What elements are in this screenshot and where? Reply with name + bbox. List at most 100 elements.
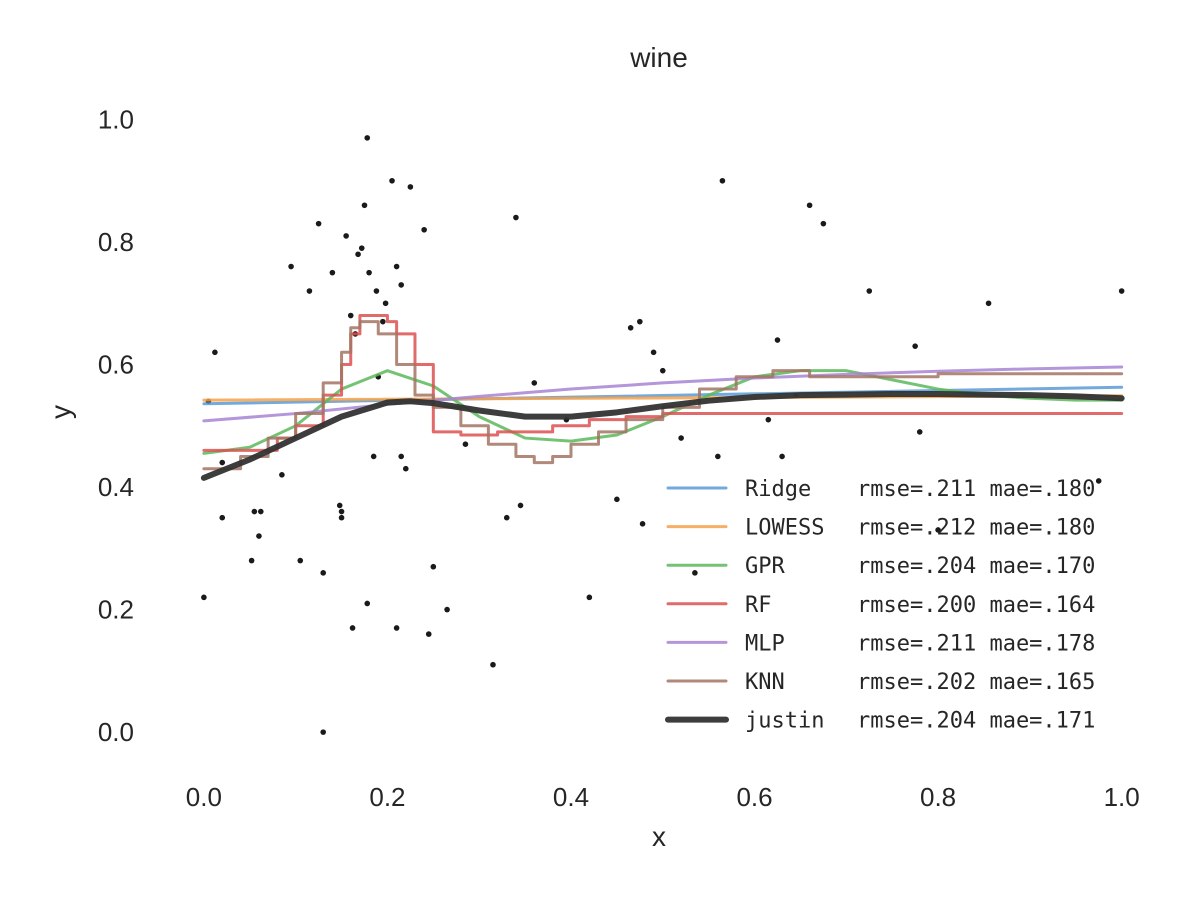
data-point bbox=[985, 300, 992, 307]
data-point bbox=[212, 349, 218, 356]
data-point bbox=[1118, 288, 1125, 294]
chart-title: wine bbox=[629, 42, 688, 73]
legend-metrics: rmse=.204 mae=.171 bbox=[857, 709, 1095, 734]
data-point bbox=[288, 263, 294, 270]
x-axis-label: x bbox=[652, 821, 666, 852]
data-point bbox=[393, 625, 400, 631]
data-point bbox=[279, 472, 285, 478]
legend-label-gpr: GPR rmse=.204 mae=.170 bbox=[745, 554, 1095, 579]
y-tick-label: 0.0 bbox=[98, 717, 134, 747]
data-point bbox=[627, 324, 634, 331]
legend-series-name: RF bbox=[745, 593, 772, 618]
data-point bbox=[370, 453, 377, 460]
data-point bbox=[320, 729, 326, 735]
data-point bbox=[806, 202, 813, 209]
series-line-justin bbox=[200, 390, 1125, 481]
series-line-rf bbox=[202, 314, 1124, 452]
series-line-ridge bbox=[202, 385, 1124, 406]
x-tick-label: 0.8 bbox=[920, 782, 956, 812]
series-line-mlp bbox=[202, 365, 1124, 423]
data-point bbox=[358, 245, 365, 251]
data-point bbox=[462, 441, 469, 447]
legend-metrics: rmse=.204 mae=.170 bbox=[857, 554, 1095, 579]
legend-metrics: rmse=.211 mae=.180 bbox=[857, 477, 1095, 502]
legend-series-name: Ridge bbox=[745, 477, 811, 502]
y-tick-label: 0.8 bbox=[98, 227, 134, 257]
data-point bbox=[251, 508, 258, 515]
y-tick-label: 0.2 bbox=[98, 595, 134, 625]
data-point bbox=[338, 508, 345, 515]
data-point bbox=[650, 349, 657, 356]
data-point bbox=[866, 288, 873, 294]
data-point bbox=[774, 337, 781, 343]
y-tick-label: 1.0 bbox=[98, 105, 134, 135]
legend-label-lowess: LOWESS rmse=.212 mae=.180 bbox=[745, 516, 1095, 541]
data-point bbox=[935, 527, 941, 533]
legend-series-name: KNN bbox=[745, 670, 785, 695]
data-point bbox=[256, 533, 262, 539]
y-tick-label: 0.4 bbox=[98, 472, 134, 502]
legend-series-name: GPR bbox=[745, 554, 785, 579]
legend-label-knn: KNN rmse=.202 mae=.165 bbox=[745, 670, 1095, 695]
data-point bbox=[382, 300, 389, 307]
data-point bbox=[614, 496, 620, 503]
data-point bbox=[912, 343, 918, 349]
legend-series-name: LOWESS bbox=[745, 516, 824, 541]
legend-label-mlp: MLP rmse=.211 mae=.178 bbox=[745, 631, 1095, 656]
data-point bbox=[398, 453, 405, 460]
data-point bbox=[765, 416, 772, 423]
data-point bbox=[336, 502, 343, 509]
data-point bbox=[329, 269, 336, 276]
data-point bbox=[347, 312, 354, 319]
legend-label-ridge: Ridge rmse=.211 mae=.180 bbox=[745, 477, 1095, 502]
data-point bbox=[306, 288, 313, 294]
data-point bbox=[715, 453, 721, 460]
series-lines bbox=[200, 314, 1125, 481]
y-axis-ticks: 0.0 0.2 0.4 0.6 0.8 1.0 bbox=[98, 105, 134, 748]
data-point bbox=[361, 202, 368, 209]
legend-series-name: justin bbox=[745, 709, 824, 734]
data-point bbox=[490, 661, 496, 668]
data-point bbox=[320, 570, 326, 576]
series-line-knn bbox=[202, 320, 1124, 471]
data-point bbox=[719, 177, 726, 184]
data-point bbox=[338, 514, 345, 521]
data-point bbox=[779, 453, 785, 460]
data-point bbox=[639, 521, 646, 527]
data-point bbox=[219, 459, 226, 466]
data-point bbox=[364, 135, 371, 141]
data-point bbox=[355, 251, 361, 258]
data-point bbox=[364, 600, 371, 607]
data-point bbox=[678, 435, 684, 441]
data-point bbox=[531, 380, 538, 386]
data-point bbox=[425, 631, 432, 637]
data-point bbox=[659, 367, 666, 374]
data-point bbox=[692, 570, 698, 576]
data-point bbox=[513, 214, 519, 221]
legend-series-name: MLP bbox=[745, 631, 785, 656]
x-tick-label: 0.6 bbox=[736, 782, 772, 812]
data-point bbox=[366, 269, 372, 276]
data-point bbox=[248, 557, 255, 564]
data-point bbox=[297, 557, 304, 564]
legend-metrics: rmse=.211 mae=.178 bbox=[857, 631, 1095, 656]
data-point bbox=[315, 220, 322, 227]
data-point bbox=[380, 318, 386, 325]
data-point bbox=[820, 220, 827, 227]
data-point bbox=[586, 594, 593, 601]
data-point bbox=[219, 514, 226, 521]
data-point bbox=[503, 514, 510, 521]
x-tick-label: 0.0 bbox=[186, 782, 222, 812]
data-point bbox=[1095, 478, 1102, 484]
x-axis-ticks: 0.0 0.2 0.4 0.6 0.8 1.0 bbox=[186, 782, 1140, 812]
data-point bbox=[257, 508, 264, 515]
data-point bbox=[916, 429, 923, 435]
legend: Ridge rmse=.211 mae=.180 LOWESS rmse=.212 m… bbox=[665, 477, 1095, 734]
data-point bbox=[349, 625, 356, 631]
data-point bbox=[407, 184, 414, 190]
data-point bbox=[373, 288, 380, 294]
y-tick-label: 0.6 bbox=[98, 350, 134, 380]
x-tick-label: 1.0 bbox=[1104, 782, 1140, 812]
data-point bbox=[444, 606, 450, 613]
